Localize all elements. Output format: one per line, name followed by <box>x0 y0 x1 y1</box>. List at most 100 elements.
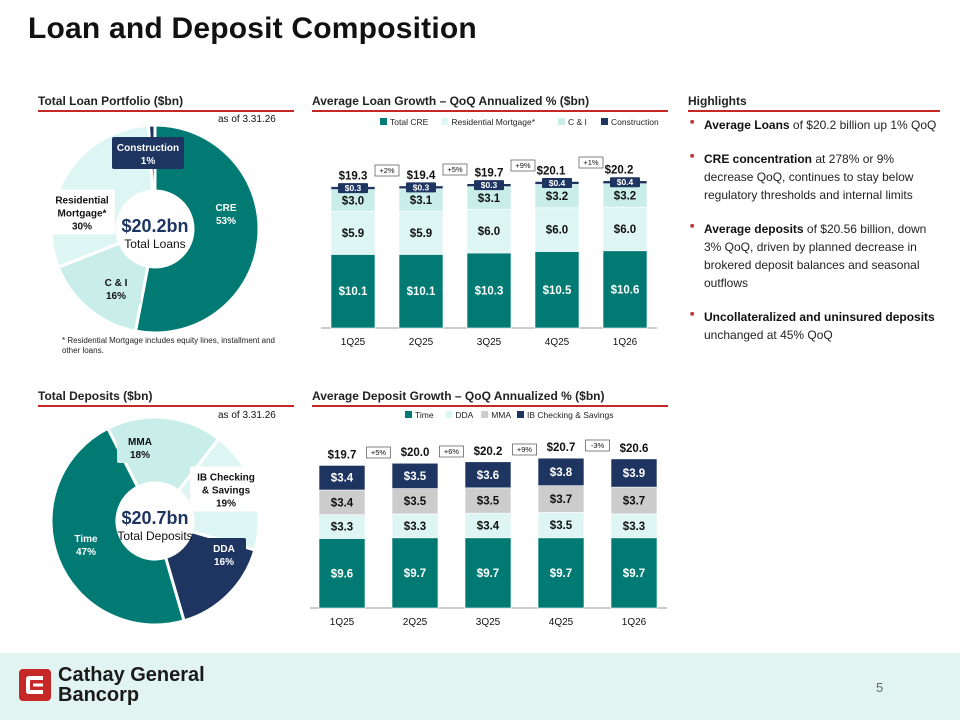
data-label: $10.6 <box>611 284 640 296</box>
highlight-item: ■ Uncollateralized and uninsured deposit… <box>690 308 940 344</box>
highlight-item: ■ Average Loans of $20.2 billion up 1% Q… <box>690 116 940 134</box>
growth-rate-box <box>366 446 391 459</box>
x-tick-label: 3Q25 <box>477 337 502 348</box>
loan-as-of-date: as of 3.31.26 <box>218 114 276 125</box>
growth-rate-box <box>512 443 537 456</box>
data-label: $3.4 <box>477 520 500 532</box>
highlight-bold: Average Loans <box>704 118 790 132</box>
data-label-box <box>394 467 436 484</box>
data-label: $3.3 <box>623 521 645 533</box>
page-title: Loan and Deposit Composition <box>28 12 477 45</box>
bar-total-label: $20.0 <box>401 447 430 459</box>
data-label-box <box>613 564 655 581</box>
data-label-box <box>406 182 436 193</box>
data-label: $6.0 <box>478 226 500 238</box>
data-label: $10.1 <box>339 286 368 298</box>
data-label: $3.8 <box>550 467 573 479</box>
donut-label-3: Construction 1% <box>112 137 184 169</box>
data-label: $3.5 <box>404 496 427 508</box>
loan-portfolio-header: Total Loan Portfolio ($bn) <box>38 94 294 112</box>
legend-item: IB Checking & Savings <box>517 410 613 420</box>
donut-slice-time <box>49 426 186 627</box>
highlight-text: of $20.2 billion up 1% QoQ <box>789 118 937 132</box>
data-label-box <box>542 177 572 188</box>
data-label-box <box>610 177 640 188</box>
data-label: $9.7 <box>623 568 645 580</box>
slice-pct-label: 19% <box>216 499 236 510</box>
data-label-box <box>467 492 509 509</box>
growth-rate-box <box>442 163 468 176</box>
data-label-box <box>401 283 441 300</box>
donut-center-value: $20.2bn <box>121 216 188 236</box>
bullet-icon: ■ <box>690 119 695 126</box>
data-label: $3.3 <box>404 521 426 533</box>
data-label: $3.3 <box>331 522 353 534</box>
data-label: $0.4 <box>549 178 566 188</box>
highlight-bold: Uncollateralized and uninsured deposits <box>704 310 935 324</box>
data-label-box <box>394 517 436 534</box>
slice-pct-label: 47% <box>76 547 96 558</box>
slice-name-label: IB Checking <box>197 473 255 484</box>
data-label-box <box>540 517 582 534</box>
legend-swatch <box>445 411 453 418</box>
data-label-box <box>537 281 577 298</box>
x-tick-label: 4Q25 <box>549 617 574 628</box>
data-label-box <box>540 564 582 581</box>
data-label: $3.5 <box>550 520 573 532</box>
loan-growth-bar-chart: Total CRE Residential Mortgage* C & I Const… <box>321 117 659 348</box>
data-label: $3.5 <box>404 471 427 483</box>
page-number: 5 <box>876 680 884 695</box>
bullet-icon: ■ <box>690 223 695 230</box>
loan-growth-header: Average Loan Growth – QoQ Annualized % (… <box>312 94 668 112</box>
data-label: $10.3 <box>475 285 504 297</box>
data-label: $6.0 <box>546 225 568 237</box>
highlight-text: at 278% or 9% decrease QoQ, continues to… <box>704 152 914 202</box>
data-label: $9.6 <box>331 568 353 580</box>
donut-label-3: Time 47% <box>64 528 108 560</box>
donut-label-1: IB Checking & Savings 19% <box>190 466 262 512</box>
bullet-icon: ■ <box>690 153 695 160</box>
legend-item: Residential Mortgage* <box>441 117 536 127</box>
legend-label: C & I <box>568 117 587 127</box>
slice-pct-label: 16% <box>106 291 126 302</box>
growth-rate-label: -3% <box>591 441 605 450</box>
data-label: $9.7 <box>477 568 499 580</box>
company-name-line2: Bancorp <box>58 684 140 706</box>
legend-label: Total CRE <box>390 117 429 127</box>
residential-mortgage-footnote: * Residential Mortgage includes equity l… <box>62 336 276 355</box>
bar-total-label: $19.7 <box>328 449 357 461</box>
data-label: $3.4 <box>331 497 354 509</box>
data-label-box <box>338 183 368 194</box>
data-label-box <box>321 469 363 486</box>
donut-label-2: Residential Mortgage* 30% <box>49 189 115 235</box>
donut-center-value: $20.7bn <box>121 508 188 528</box>
legend-label: IB Checking & Savings <box>527 410 613 420</box>
highlight-bold: CRE concentration <box>704 152 813 166</box>
data-label-box <box>467 564 509 581</box>
data-label-box <box>394 493 436 510</box>
legend-swatch <box>481 411 489 418</box>
legend-item: MMA <box>481 410 511 420</box>
legend-swatch <box>405 411 412 418</box>
data-label: $3.2 <box>614 190 636 202</box>
data-label: $0.3 <box>345 183 362 193</box>
slice-name-label: DDA <box>213 544 235 555</box>
highlight-text: of $20.56 billion, down 3% QoQ, driven b… <box>704 222 927 290</box>
bar-total-label: $19.7 <box>475 168 504 180</box>
legend-item: Total CRE <box>380 117 429 127</box>
legend-label: DDA <box>455 410 473 420</box>
bar-total-label: $20.7 <box>547 442 576 454</box>
slice-name-label: MMA <box>128 437 152 448</box>
growth-rate-box <box>578 156 604 169</box>
growth-rate-box <box>439 445 464 458</box>
donut-label-0: MMA 18% <box>117 431 163 463</box>
data-label-box <box>471 189 507 206</box>
growth-rate-label: +5% <box>447 165 463 174</box>
deposits-donut-chart: MMA 18% IB Checking & Savings 19% DDA 16% Time 4… <box>49 415 262 627</box>
legend-item: Construction <box>601 117 659 127</box>
data-label: $5.9 <box>342 228 364 240</box>
growth-rate-label: +5% <box>371 448 387 457</box>
data-label-box <box>605 281 645 298</box>
data-label-box <box>613 492 655 509</box>
donut-label-1: C & I 16% <box>91 272 141 304</box>
